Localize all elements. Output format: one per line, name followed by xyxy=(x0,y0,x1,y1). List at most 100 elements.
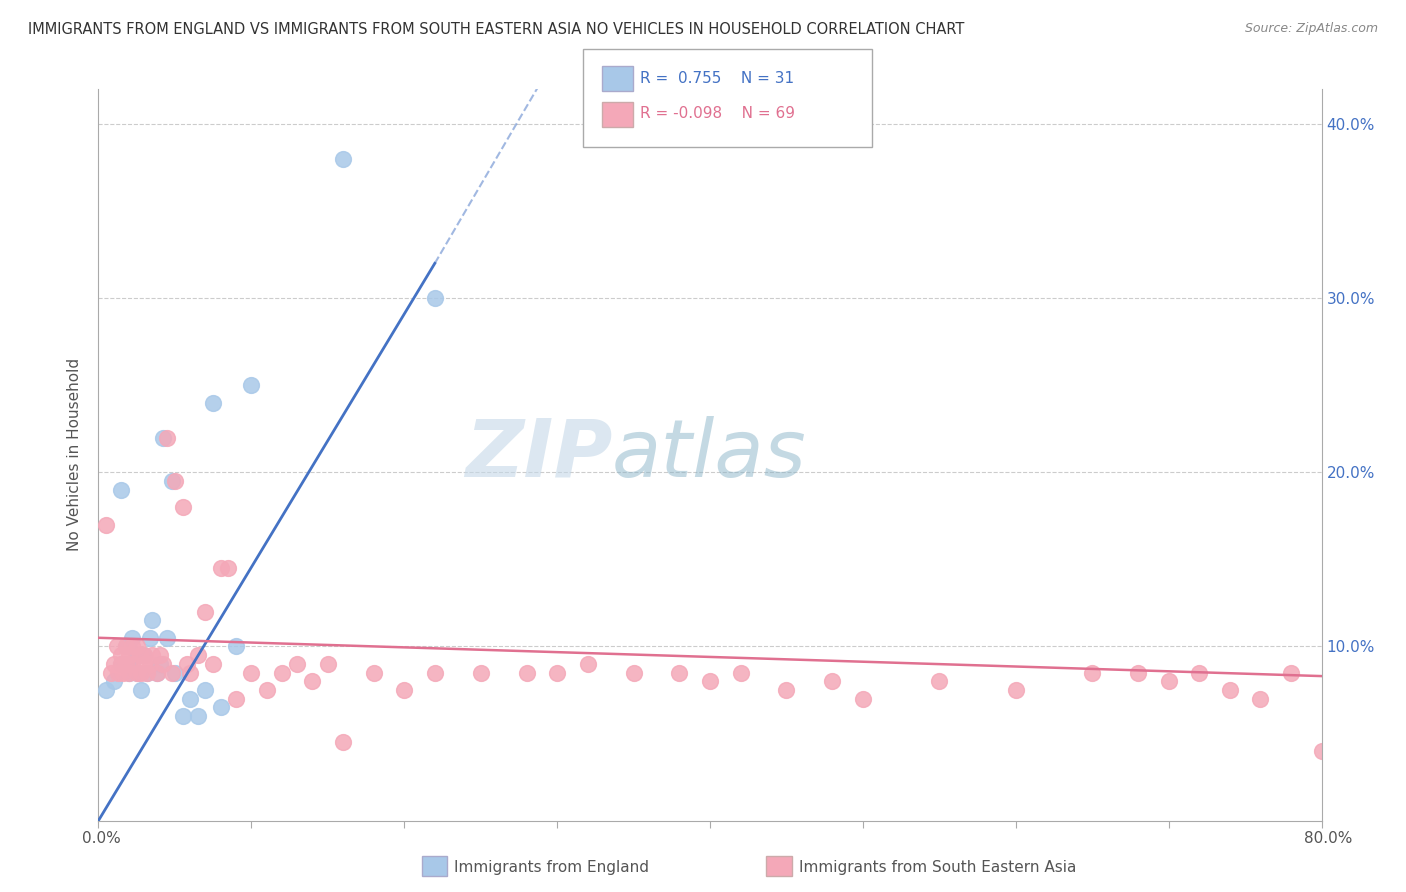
Point xyxy=(145,665,167,680)
Point xyxy=(623,665,645,680)
Point xyxy=(160,474,183,488)
Point xyxy=(285,657,308,671)
Point xyxy=(125,640,148,654)
Point xyxy=(1249,691,1271,706)
Point xyxy=(1081,665,1104,680)
Point xyxy=(118,665,141,680)
Point xyxy=(1128,665,1150,680)
Point xyxy=(118,665,141,680)
Point xyxy=(194,605,217,619)
Point xyxy=(1279,665,1302,680)
Y-axis label: No Vehicles in Household: No Vehicles in Household xyxy=(67,359,83,551)
Text: R = -0.098    N = 69: R = -0.098 N = 69 xyxy=(640,106,794,120)
Point xyxy=(179,691,201,706)
Point xyxy=(225,691,247,706)
Point xyxy=(301,674,323,689)
Point xyxy=(121,640,143,654)
Point xyxy=(240,378,263,392)
Point xyxy=(110,657,132,671)
Point xyxy=(160,665,183,680)
Point xyxy=(470,665,492,680)
Point xyxy=(423,291,446,305)
Point xyxy=(115,640,138,654)
Text: atlas: atlas xyxy=(612,416,807,494)
Point xyxy=(392,683,416,698)
Point xyxy=(156,430,179,444)
Point xyxy=(121,631,143,645)
Point xyxy=(103,657,125,671)
Point xyxy=(115,657,138,671)
Point xyxy=(1188,665,1211,680)
Point xyxy=(852,691,875,706)
Point xyxy=(110,657,132,671)
Point xyxy=(423,665,446,680)
Point xyxy=(139,657,162,671)
Point xyxy=(775,683,797,698)
Point xyxy=(332,735,354,749)
Point xyxy=(1004,683,1026,698)
Point xyxy=(100,665,122,680)
Point xyxy=(516,665,538,680)
Point xyxy=(1157,674,1180,689)
Point xyxy=(103,674,125,689)
Point xyxy=(94,517,117,532)
Point xyxy=(94,683,117,698)
Text: IMMIGRANTS FROM ENGLAND VS IMMIGRANTS FROM SOUTH EASTERN ASIA NO VEHICLES IN HOU: IMMIGRANTS FROM ENGLAND VS IMMIGRANTS FR… xyxy=(28,22,965,37)
Point xyxy=(115,640,138,654)
Point xyxy=(202,657,225,671)
Point xyxy=(118,648,141,663)
Point xyxy=(176,657,198,671)
Point xyxy=(363,665,385,680)
Point xyxy=(172,709,194,723)
Text: Immigrants from South Eastern Asia: Immigrants from South Eastern Asia xyxy=(799,860,1076,874)
Point xyxy=(270,665,292,680)
Point xyxy=(129,683,152,698)
Point xyxy=(149,648,172,663)
Text: 80.0%: 80.0% xyxy=(1305,831,1353,846)
Point xyxy=(141,613,163,627)
Point xyxy=(139,631,162,645)
Point xyxy=(121,657,143,671)
Point xyxy=(163,474,186,488)
Point xyxy=(118,657,141,671)
Point xyxy=(209,561,232,575)
Point xyxy=(134,657,156,671)
Point xyxy=(141,648,163,663)
Point xyxy=(202,395,225,409)
Point xyxy=(316,657,339,671)
Point xyxy=(145,665,167,680)
Point xyxy=(110,483,132,497)
Point xyxy=(668,665,690,680)
Text: Source: ZipAtlas.com: Source: ZipAtlas.com xyxy=(1244,22,1378,36)
Point xyxy=(576,657,599,671)
Point xyxy=(136,665,159,680)
Point xyxy=(187,709,209,723)
Point xyxy=(256,683,278,698)
Point xyxy=(128,648,150,663)
Point xyxy=(179,665,201,680)
Point xyxy=(152,657,174,671)
Point xyxy=(129,665,152,680)
Point xyxy=(194,683,217,698)
Point xyxy=(240,665,263,680)
Point xyxy=(1310,744,1333,758)
Point xyxy=(209,700,232,714)
Point xyxy=(149,657,172,671)
Point xyxy=(107,665,129,680)
Point xyxy=(111,665,134,680)
Text: R =  0.755    N = 31: R = 0.755 N = 31 xyxy=(640,71,794,86)
Point xyxy=(110,648,132,663)
Point xyxy=(134,648,156,663)
Text: ZIP: ZIP xyxy=(465,416,612,494)
Point xyxy=(821,674,844,689)
Point xyxy=(125,665,148,680)
Point xyxy=(134,648,156,663)
Point xyxy=(187,648,209,663)
Point xyxy=(928,674,950,689)
Point xyxy=(125,648,148,663)
Point xyxy=(1219,683,1241,698)
Text: 0.0%: 0.0% xyxy=(82,831,121,846)
Point xyxy=(172,500,194,515)
Point xyxy=(136,665,159,680)
Point xyxy=(152,430,174,444)
